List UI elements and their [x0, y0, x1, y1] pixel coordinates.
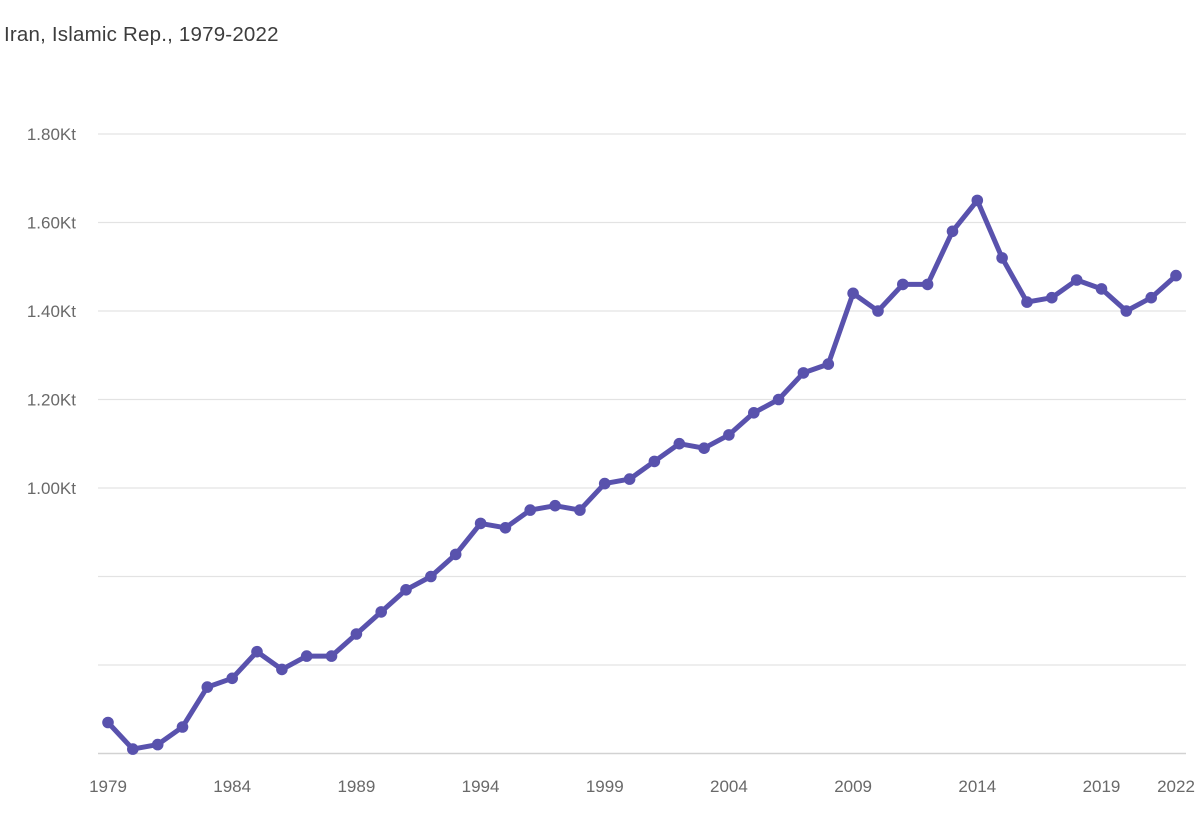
- data-point[interactable]: [1120, 305, 1133, 317]
- data-point[interactable]: [400, 584, 412, 596]
- data-point[interactable]: [946, 225, 959, 238]
- data-point[interactable]: [1145, 291, 1157, 304]
- data-point[interactable]: [1021, 296, 1033, 308]
- x-tick-label: 2022: [1157, 777, 1195, 796]
- y-tick-label: 1.00Kt: [27, 479, 76, 498]
- y-tick-label: 1.20Kt: [27, 391, 76, 410]
- data-point[interactable]: [872, 305, 884, 317]
- x-tick-label: 2004: [710, 777, 748, 796]
- data-point[interactable]: [1046, 291, 1058, 304]
- x-tick-label: 1984: [213, 777, 251, 796]
- data-point[interactable]: [971, 194, 984, 207]
- data-point[interactable]: [1095, 283, 1108, 295]
- data-point[interactable]: [549, 499, 561, 512]
- data-point[interactable]: [325, 650, 338, 662]
- data-point[interactable]: [425, 570, 437, 583]
- data-point[interactable]: [251, 645, 263, 658]
- x-tick-label: 2019: [1083, 777, 1121, 796]
- y-tick-label: 1.60Kt: [27, 214, 76, 233]
- data-point[interactable]: [648, 455, 661, 468]
- data-points: [102, 194, 1182, 755]
- y-tick-label: 1.80Kt: [27, 125, 76, 144]
- data-line: [105, 197, 1179, 752]
- y-tick-labels: 1.80Kt 1.60Kt 1.40Kt 1.20Kt 1.00Kt: [27, 125, 76, 498]
- x-tick-label: 2009: [834, 777, 872, 796]
- data-point[interactable]: [598, 477, 611, 490]
- data-point[interactable]: [151, 738, 164, 751]
- data-point[interactable]: [748, 407, 760, 419]
- data-point[interactable]: [176, 721, 189, 733]
- data-point[interactable]: [574, 504, 586, 516]
- data-point[interactable]: [723, 429, 735, 441]
- x-tick-label: 1979: [89, 777, 127, 796]
- data-point[interactable]: [673, 437, 686, 450]
- data-point[interactable]: [698, 442, 710, 455]
- data-point[interactable]: [897, 278, 909, 291]
- data-point[interactable]: [772, 393, 785, 406]
- data-point[interactable]: [201, 681, 214, 693]
- data-point[interactable]: [276, 663, 288, 676]
- x-tick-label: 2014: [958, 777, 996, 796]
- gridlines: [98, 133, 1186, 755]
- data-point[interactable]: [797, 367, 810, 379]
- x-tick-label: 1989: [337, 777, 375, 796]
- data-point[interactable]: [623, 473, 636, 485]
- data-point[interactable]: [300, 650, 313, 662]
- data-point[interactable]: [1070, 274, 1083, 286]
- data-point[interactable]: [1170, 269, 1182, 282]
- x-tick-labels: 1979 1984 1989 1994 1999 2004 2009 2014 2019 2022: [89, 777, 1195, 796]
- data-point[interactable]: [375, 606, 388, 618]
- data-point[interactable]: [102, 716, 114, 729]
- data-point[interactable]: [350, 628, 363, 640]
- data-point[interactable]: [524, 504, 536, 516]
- data-point[interactable]: [449, 548, 462, 561]
- data-point[interactable]: [822, 358, 835, 370]
- data-point[interactable]: [474, 517, 487, 530]
- y-tick-label: 1.40Kt: [27, 302, 76, 321]
- data-point[interactable]: [996, 252, 1008, 264]
- chart-title: Iran, Islamic Rep., 1979-2022: [4, 23, 279, 46]
- data-point[interactable]: [127, 743, 139, 755]
- x-tick-label: 1999: [586, 777, 624, 796]
- data-point[interactable]: [847, 287, 859, 300]
- x-tick-label: 1994: [462, 777, 500, 796]
- data-point[interactable]: [499, 522, 512, 534]
- data-point[interactable]: [921, 278, 934, 291]
- data-point[interactable]: [226, 672, 238, 685]
